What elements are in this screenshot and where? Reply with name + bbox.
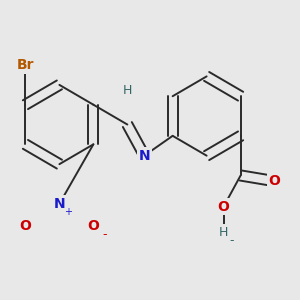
Text: -: - (103, 228, 107, 242)
Text: H: H (123, 84, 132, 97)
Text: O: O (87, 219, 99, 233)
Text: -: - (230, 234, 234, 247)
Text: O: O (20, 219, 32, 233)
Text: O: O (218, 200, 230, 214)
Text: N: N (139, 149, 150, 163)
Text: Br: Br (17, 58, 34, 72)
Text: O: O (268, 174, 280, 188)
Text: H: H (219, 226, 228, 238)
Text: N: N (54, 197, 65, 211)
Text: +: + (64, 207, 72, 217)
